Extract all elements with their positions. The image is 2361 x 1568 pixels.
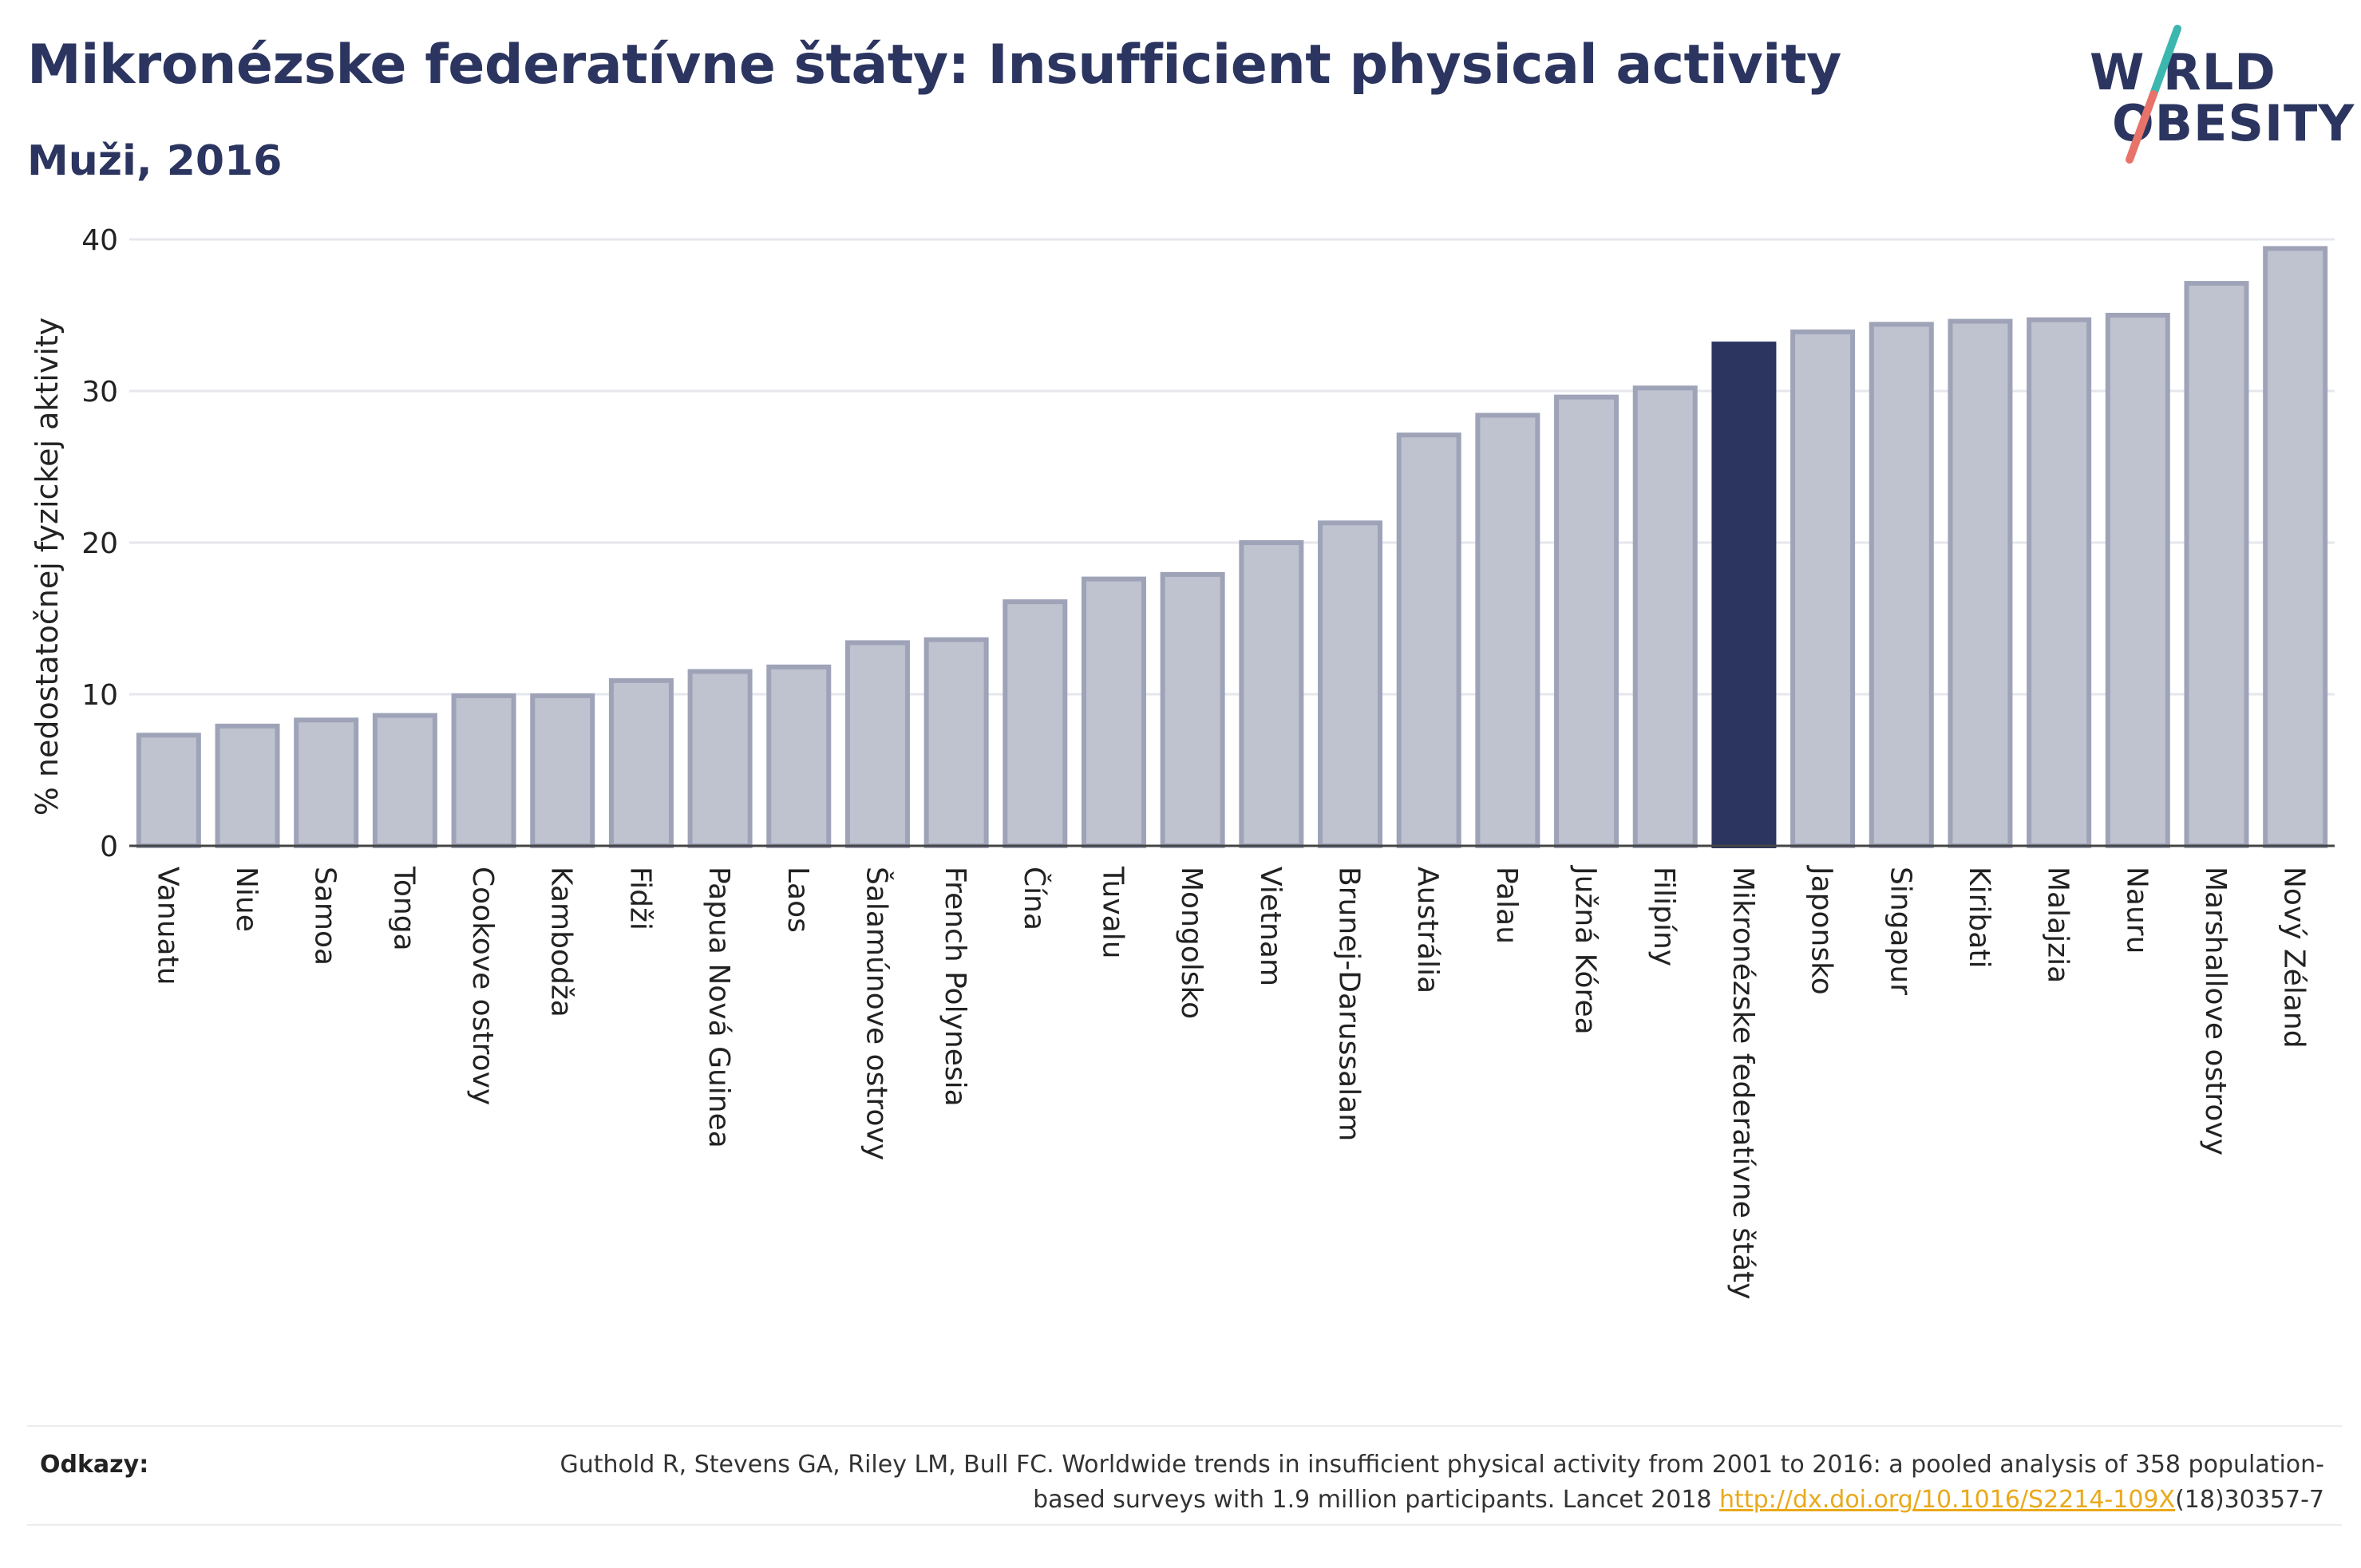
x-tick-label: Brunej-Darussalam bbox=[1333, 867, 1366, 1141]
y-tick-label: 30 bbox=[81, 376, 118, 409]
x-tick-label: Fidži bbox=[623, 867, 656, 930]
bar bbox=[2263, 246, 2328, 848]
chart-subtitle: Muži, 2016 bbox=[27, 137, 283, 185]
reference-citation: Guthold R, Stevens GA, Riley LM, Bull FC… bbox=[560, 1451, 2324, 1514]
bar bbox=[766, 664, 832, 848]
bar bbox=[1475, 413, 1540, 848]
world-obesity-logo: W RLD OBESITY bbox=[2083, 24, 2354, 168]
bar bbox=[2184, 281, 2249, 849]
x-tick-label: Laos bbox=[781, 867, 814, 933]
x-tick-label: Južná Kórea bbox=[1569, 865, 1602, 1035]
bar bbox=[136, 733, 201, 848]
references-top-rule bbox=[27, 1425, 2342, 1427]
x-tick-label: Singapur bbox=[1884, 867, 1916, 995]
bar bbox=[1869, 322, 1934, 848]
bar bbox=[1948, 318, 2013, 849]
bar-chart: 0 10 20 30 40 Vanuatu Niue Samoa Tonga Cookove o… bbox=[30, 224, 2335, 1300]
bar bbox=[530, 693, 595, 849]
x-tick-label: Nauru bbox=[2120, 867, 2153, 954]
bar bbox=[844, 640, 910, 849]
bar bbox=[372, 713, 437, 848]
bar bbox=[1396, 432, 1461, 848]
logo-slash-icon bbox=[2126, 25, 2181, 164]
bar bbox=[2027, 317, 2092, 848]
x-tick-label: Kiribati bbox=[1963, 867, 1995, 968]
bar bbox=[1318, 520, 1383, 848]
reference-doi-link[interactable]: http://dx.doi.org/10.1016/S2214-109X bbox=[1719, 1486, 2176, 1514]
bar bbox=[2105, 313, 2170, 848]
x-tick-label: Vietnam bbox=[1254, 867, 1287, 986]
bar-highlighted bbox=[1711, 342, 1777, 849]
bar bbox=[215, 723, 280, 849]
y-axis-label: % nedostatočnej fyzickej aktivity bbox=[30, 318, 65, 816]
chart-title: Mikronézske federatívne štáty: Insuffici… bbox=[27, 34, 1841, 97]
y-tick-label: 20 bbox=[81, 527, 118, 560]
x-tick-label: Čína bbox=[1018, 867, 1051, 930]
bar bbox=[1790, 329, 1856, 848]
y-tick-label: 40 bbox=[81, 224, 118, 257]
x-tick-label: Mikronézske federatívne štáty bbox=[1726, 867, 1759, 1300]
bar bbox=[1160, 571, 1225, 849]
x-tick-label: Malajzia bbox=[2042, 867, 2074, 983]
x-axis-ticks: Vanuatu Niue Samoa Tonga Cookove ostrovy Kamb… bbox=[151, 865, 2310, 1300]
x-tick-label: Japonsko bbox=[1805, 865, 1838, 995]
x-tick-label: Kambodža bbox=[545, 867, 578, 1017]
references-bottom-rule bbox=[27, 1524, 2342, 1526]
bar bbox=[608, 677, 674, 849]
bar bbox=[1239, 540, 1304, 848]
x-tick-label: Palau bbox=[1490, 867, 1523, 944]
references-label: Odkazy: bbox=[40, 1451, 149, 1479]
bars bbox=[129, 246, 2335, 849]
y-axis-ticks: 0 10 20 30 40 bbox=[81, 224, 118, 863]
x-tick-label: Filipíny bbox=[1647, 867, 1680, 966]
bar bbox=[1632, 385, 1698, 848]
x-tick-label: Tuvalu bbox=[1096, 866, 1129, 959]
x-tick-label: French Polynesia bbox=[939, 867, 971, 1107]
reference-citation-end: (18)30357-7 bbox=[2175, 1486, 2324, 1514]
bar bbox=[923, 637, 989, 848]
x-tick-label: Mongolsko bbox=[1175, 867, 1208, 1019]
y-tick-label: 10 bbox=[81, 679, 118, 712]
x-tick-label: Šalamúnove ostrovy bbox=[860, 867, 893, 1160]
bar bbox=[294, 717, 359, 848]
x-tick-label: Vanuatu bbox=[151, 867, 184, 985]
x-tick-label: Cookove ostrovy bbox=[466, 867, 499, 1105]
logo-line-1: W RLD bbox=[2090, 43, 2276, 101]
y-tick-label: 0 bbox=[100, 831, 118, 863]
x-tick-label: Austrália bbox=[1411, 867, 1444, 993]
bar bbox=[1554, 394, 1619, 849]
x-tick-label: Nový Zéland bbox=[2278, 867, 2311, 1049]
x-tick-label: Marshallove ostrovy bbox=[2199, 867, 2232, 1155]
bar bbox=[687, 669, 753, 848]
bar bbox=[1081, 576, 1146, 848]
references-text: Guthold R, Stevens GA, Riley LM, Bull FC… bbox=[488, 1448, 2324, 1518]
bar bbox=[1003, 599, 1068, 848]
x-tick-label: Tonga bbox=[387, 866, 420, 951]
x-tick-label: Niue bbox=[230, 867, 263, 932]
x-tick-label: Samoa bbox=[309, 867, 342, 966]
x-tick-label: Papua Nová Guinea bbox=[702, 867, 735, 1148]
bar bbox=[451, 693, 516, 849]
